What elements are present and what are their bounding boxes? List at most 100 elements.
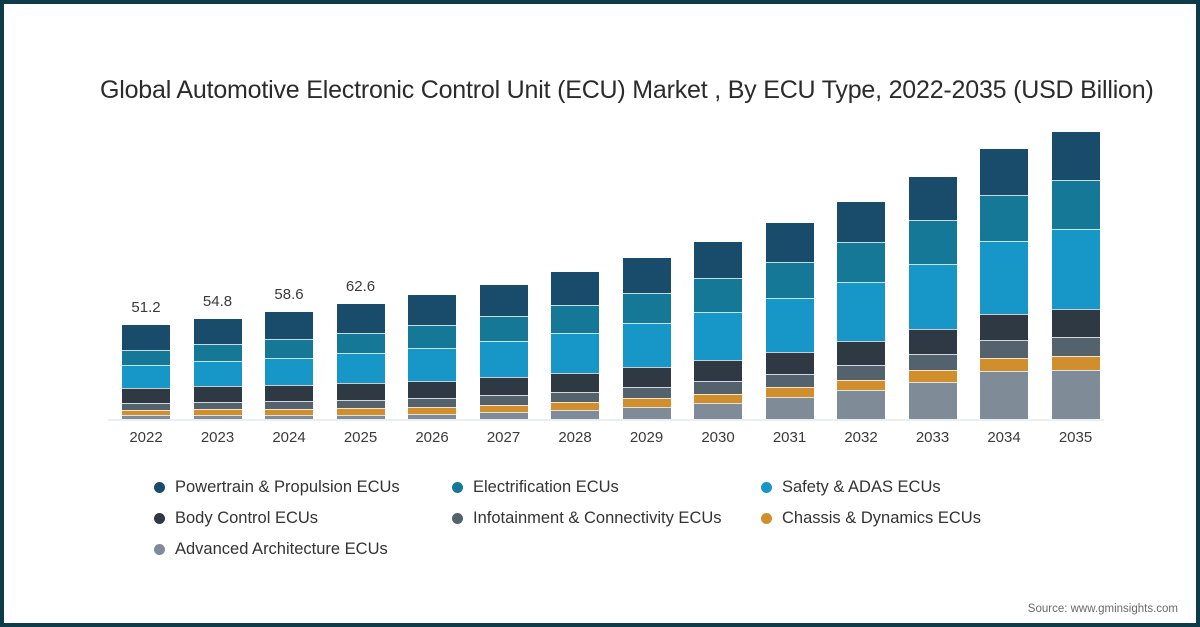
bar-segment[interactable] xyxy=(1051,228,1100,310)
bar-segment[interactable] xyxy=(193,402,242,410)
bar-segment[interactable] xyxy=(908,177,957,221)
stacked-bar[interactable] xyxy=(479,284,528,419)
bar-segment[interactable] xyxy=(980,149,1028,195)
legend-item[interactable]: Infotainment & Connectivity ECUs xyxy=(452,503,722,534)
bar-segment[interactable] xyxy=(837,390,885,419)
stacked-bar[interactable] xyxy=(336,304,385,419)
legend-item[interactable]: Powertrain & Propulsion ECUs xyxy=(154,472,400,503)
bar-segment[interactable] xyxy=(908,381,957,419)
bar-segment[interactable] xyxy=(980,370,1028,419)
bar-segment[interactable] xyxy=(193,344,242,362)
bar-segment[interactable] xyxy=(265,408,313,415)
bar-segment[interactable] xyxy=(408,398,456,408)
bar-segment[interactable] xyxy=(479,341,528,378)
bar-group[interactable] xyxy=(765,114,814,419)
bar-segment[interactable] xyxy=(837,341,885,365)
bar-group[interactable] xyxy=(408,114,456,419)
bar-segment[interactable] xyxy=(622,406,671,419)
bar-segment[interactable] xyxy=(336,400,385,409)
bar-group[interactable] xyxy=(479,114,528,419)
bar-segment[interactable] xyxy=(765,373,814,388)
bar-segment[interactable] xyxy=(336,304,385,333)
bar-group[interactable] xyxy=(837,114,885,419)
bar-segment[interactable] xyxy=(622,366,671,387)
bar-segment[interactable] xyxy=(765,397,814,419)
bar-segment[interactable] xyxy=(551,272,599,306)
bar-segment[interactable] xyxy=(837,379,885,391)
bar-segment[interactable] xyxy=(122,409,170,415)
bar-segment[interactable] xyxy=(408,413,456,419)
bar-segment[interactable] xyxy=(837,201,885,243)
bar-segment[interactable] xyxy=(193,386,242,403)
bar-segment[interactable] xyxy=(765,223,814,262)
bar-segment[interactable] xyxy=(193,318,242,345)
stacked-bar[interactable] xyxy=(551,272,599,419)
bar-segment[interactable] xyxy=(765,298,814,352)
bar-group[interactable] xyxy=(980,114,1028,419)
bar-segment[interactable] xyxy=(1051,369,1100,419)
legend-item[interactable]: Advanced Architecture ECUs xyxy=(154,534,388,565)
bar-segment[interactable] xyxy=(265,401,313,409)
bar-segment[interactable] xyxy=(193,414,242,419)
bar-segment[interactable] xyxy=(980,241,1028,315)
bar-group[interactable] xyxy=(908,114,957,419)
bar-segment[interactable] xyxy=(408,324,456,348)
bar-group[interactable] xyxy=(193,114,242,419)
bar-segment[interactable] xyxy=(193,409,242,415)
bar-segment[interactable] xyxy=(122,365,170,389)
bar-segment[interactable] xyxy=(122,403,170,410)
legend-item[interactable]: Electrification ECUs xyxy=(452,472,619,503)
bar-segment[interactable] xyxy=(336,353,385,384)
bar-group[interactable] xyxy=(122,114,170,419)
bar-segment[interactable] xyxy=(551,402,599,411)
bar-segment[interactable] xyxy=(122,388,170,404)
stacked-bar[interactable] xyxy=(622,258,671,419)
bar-segment[interactable] xyxy=(193,361,242,387)
stacked-bar[interactable] xyxy=(265,311,313,419)
bar-segment[interactable] xyxy=(908,353,957,371)
bar-segment[interactable] xyxy=(479,377,528,396)
bar-segment[interactable] xyxy=(694,360,742,381)
bar-segment[interactable] xyxy=(122,325,170,350)
stacked-bar[interactable] xyxy=(837,201,885,419)
bar-segment[interactable] xyxy=(622,292,671,324)
bar-segment[interactable] xyxy=(694,241,742,279)
stacked-bar[interactable] xyxy=(980,149,1028,419)
legend-item[interactable]: Safety & ADAS ECUs xyxy=(761,472,941,503)
legend-item[interactable]: Chassis & Dynamics ECUs xyxy=(761,503,981,534)
legend-item[interactable]: Body Control ECUs xyxy=(154,503,318,534)
bar-group[interactable] xyxy=(336,114,385,419)
bar-segment[interactable] xyxy=(408,380,456,399)
bar-segment[interactable] xyxy=(622,386,671,399)
bar-segment[interactable] xyxy=(980,314,1028,341)
bar-segment[interactable] xyxy=(980,358,1028,371)
bar-segment[interactable] xyxy=(908,263,957,330)
bar-segment[interactable] xyxy=(265,311,313,339)
stacked-bar[interactable] xyxy=(908,177,957,419)
bar-segment[interactable] xyxy=(479,412,528,419)
bar-segment[interactable] xyxy=(551,333,599,373)
stacked-bar[interactable] xyxy=(1051,131,1100,420)
bar-segment[interactable] xyxy=(122,349,170,366)
bar-segment[interactable] xyxy=(837,364,885,380)
bar-segment[interactable] xyxy=(1051,180,1100,229)
bar-segment[interactable] xyxy=(694,311,742,361)
bar-segment[interactable] xyxy=(408,347,456,381)
bar-segment[interactable] xyxy=(336,408,385,415)
bar-segment[interactable] xyxy=(408,295,456,325)
bar-group[interactable] xyxy=(1051,114,1100,420)
bar-segment[interactable] xyxy=(908,329,957,354)
bar-segment[interactable] xyxy=(336,383,385,401)
bar-segment[interactable] xyxy=(1051,355,1100,370)
bar-segment[interactable] xyxy=(694,278,742,312)
bar-segment[interactable] xyxy=(765,351,814,374)
stacked-bar[interactable] xyxy=(122,325,170,419)
bar-group[interactable] xyxy=(551,114,599,419)
bar-segment[interactable] xyxy=(622,323,671,367)
bar-group[interactable] xyxy=(622,114,671,419)
bar-segment[interactable] xyxy=(479,405,528,413)
bar-segment[interactable] xyxy=(336,332,385,354)
bar-segment[interactable] xyxy=(765,261,814,299)
bar-segment[interactable] xyxy=(837,242,885,283)
bar-segment[interactable] xyxy=(408,407,456,414)
